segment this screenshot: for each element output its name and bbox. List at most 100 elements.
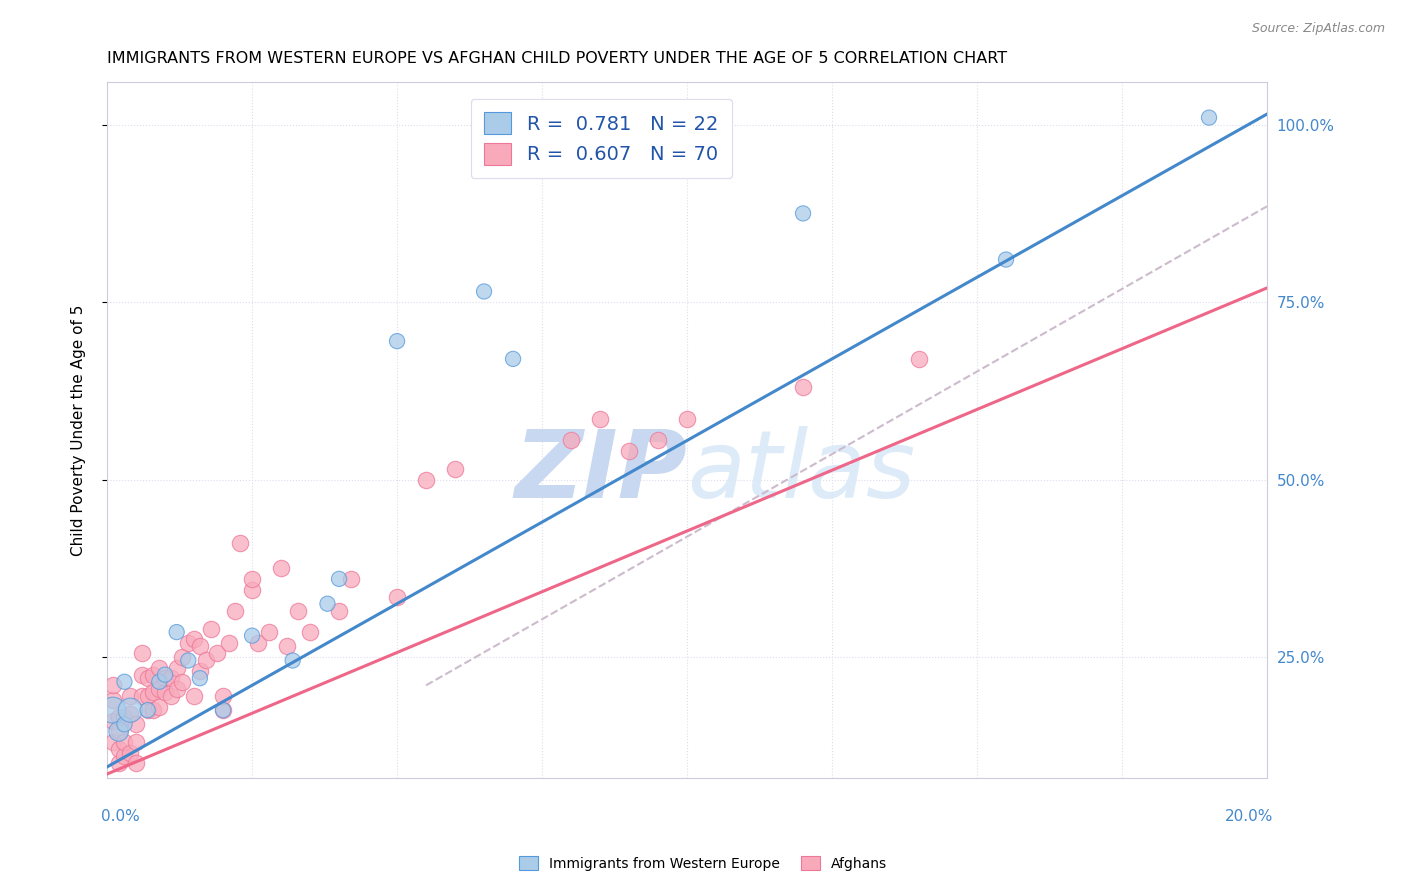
Point [328,604,350,618]
Point [183,632,205,647]
Point [172,649,194,664]
Point [114,735,136,749]
Point [136,671,159,685]
Point [166,681,188,696]
Point [107,742,129,756]
Point [240,572,263,586]
Point [131,667,153,681]
Point [120,746,142,760]
Point [224,604,246,618]
Point [188,664,211,678]
Point [148,660,170,674]
Point [131,689,153,703]
Point [148,674,170,689]
Point [172,674,194,689]
Text: 0.0%: 0.0% [101,809,141,824]
Point [207,646,229,660]
Point [246,636,269,650]
Point [125,756,148,771]
Point [142,685,165,699]
Point [560,434,582,448]
Point [101,714,124,728]
Point [136,689,159,703]
Point [177,636,200,650]
Text: ZIP: ZIP [515,425,688,517]
Point [101,735,124,749]
Point [502,351,524,366]
Point [120,706,142,721]
Point [148,699,170,714]
Point [142,667,165,681]
Point [101,703,124,717]
Text: Source: ZipAtlas.com: Source: ZipAtlas.com [1251,22,1385,36]
Point [792,206,814,220]
Point [1198,111,1220,125]
Point [107,710,129,724]
Point [444,462,467,476]
Point [240,582,263,597]
Point [107,724,129,739]
Point [166,660,188,674]
Point [908,351,931,366]
Text: 20.0%: 20.0% [1225,809,1272,824]
Point [107,724,129,739]
Point [153,685,176,699]
Point [212,703,235,717]
Legend: Immigrants from Western Europe, Afghans: Immigrants from Western Europe, Afghans [513,850,893,876]
Point [153,671,176,685]
Point [415,473,437,487]
Point [188,671,211,685]
Point [995,252,1018,267]
Text: IMMIGRANTS FROM WESTERN EUROPE VS AFGHAN CHILD POVERTY UNDER THE AGE OF 5 CORREL: IMMIGRANTS FROM WESTERN EUROPE VS AFGHAN… [107,51,1007,66]
Point [166,625,188,640]
Point [676,412,699,426]
Point [328,572,350,586]
Point [240,629,263,643]
Point [125,735,148,749]
Point [136,703,159,717]
Point [212,689,235,703]
Point [120,689,142,703]
Point [183,689,205,703]
Point [107,756,129,771]
Point [299,625,322,640]
Point [114,749,136,764]
Point [287,604,309,618]
Point [160,689,183,703]
Point [114,717,136,731]
Point [153,667,176,681]
Point [188,640,211,654]
Point [385,334,408,348]
Point [276,640,298,654]
Point [212,703,235,717]
Point [229,536,252,550]
Point [647,434,669,448]
Point [131,646,153,660]
Point [259,625,281,640]
Point [270,561,292,575]
Point [281,653,304,667]
Point [114,674,136,689]
Point [142,703,165,717]
Point [101,678,124,692]
Point [385,590,408,604]
Point [125,717,148,731]
Point [792,380,814,394]
Point [316,597,339,611]
Text: atlas: atlas [688,426,915,517]
Point [136,703,159,717]
Point [339,572,361,586]
Point [160,671,183,685]
Point [589,412,612,426]
Point [177,653,200,667]
Point [148,681,170,696]
Point [218,636,240,650]
Point [114,710,136,724]
Point [120,703,142,717]
Point [617,444,640,458]
Point [194,653,217,667]
Point [200,622,222,636]
Point [101,692,124,706]
Y-axis label: Child Poverty Under the Age of 5: Child Poverty Under the Age of 5 [72,304,86,556]
Legend: R =  0.781   N = 22, R =  0.607   N = 70: R = 0.781 N = 22, R = 0.607 N = 70 [471,99,733,178]
